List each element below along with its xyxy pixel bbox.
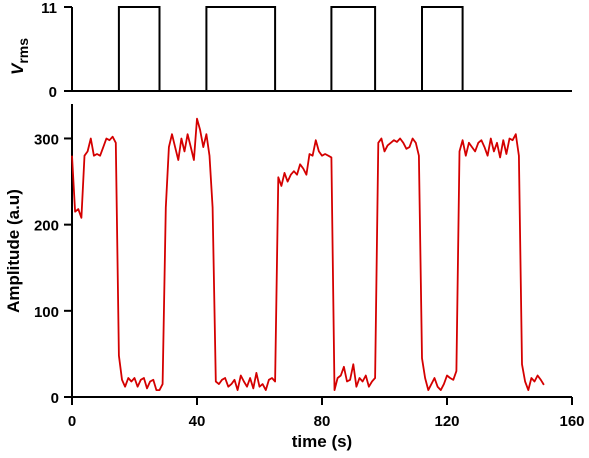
bottom-x-ticks: 0 40 80 120 160 bbox=[68, 397, 585, 430]
top-panel-vrms: 11 0 Vrms bbox=[8, 0, 572, 101]
bottom-x-axis-title: time (s) bbox=[292, 432, 352, 451]
bottom-y-tick-label-100: 100 bbox=[34, 304, 59, 321]
top-y-axis-title-main: V bbox=[8, 62, 27, 75]
top-y-tick-label-0: 0 bbox=[49, 84, 57, 101]
bottom-y-axis-title: Amplitude (a.u) bbox=[4, 189, 23, 313]
bottom-x-tick-label-160: 160 bbox=[559, 413, 584, 430]
bottom-panel-amplitude: 0 100 200 300 0 40 80 120 160 Amplitude (a.u) t… bbox=[4, 104, 585, 451]
top-y-axis-title: Vrms bbox=[8, 38, 31, 75]
bottom-x-tick-label-120: 120 bbox=[434, 413, 459, 430]
amplitude-series bbox=[71, 117, 545, 391]
bottom-y-tick-label-300: 300 bbox=[34, 131, 59, 148]
top-y-axis-title-sub: rms bbox=[15, 38, 31, 64]
bottom-x-tick-label-40: 40 bbox=[189, 413, 206, 430]
voltage-pulse-series bbox=[72, 6, 572, 92]
bottom-y-ticks: 0 100 200 300 bbox=[34, 131, 72, 407]
top-y-tick-label-11: 11 bbox=[41, 0, 57, 17]
bottom-y-tick-label-200: 200 bbox=[34, 218, 59, 235]
bottom-y-tick-label-0: 0 bbox=[51, 390, 59, 407]
bottom-x-tick-label-0: 0 bbox=[68, 413, 76, 430]
bottom-x-tick-label-80: 80 bbox=[314, 413, 331, 430]
